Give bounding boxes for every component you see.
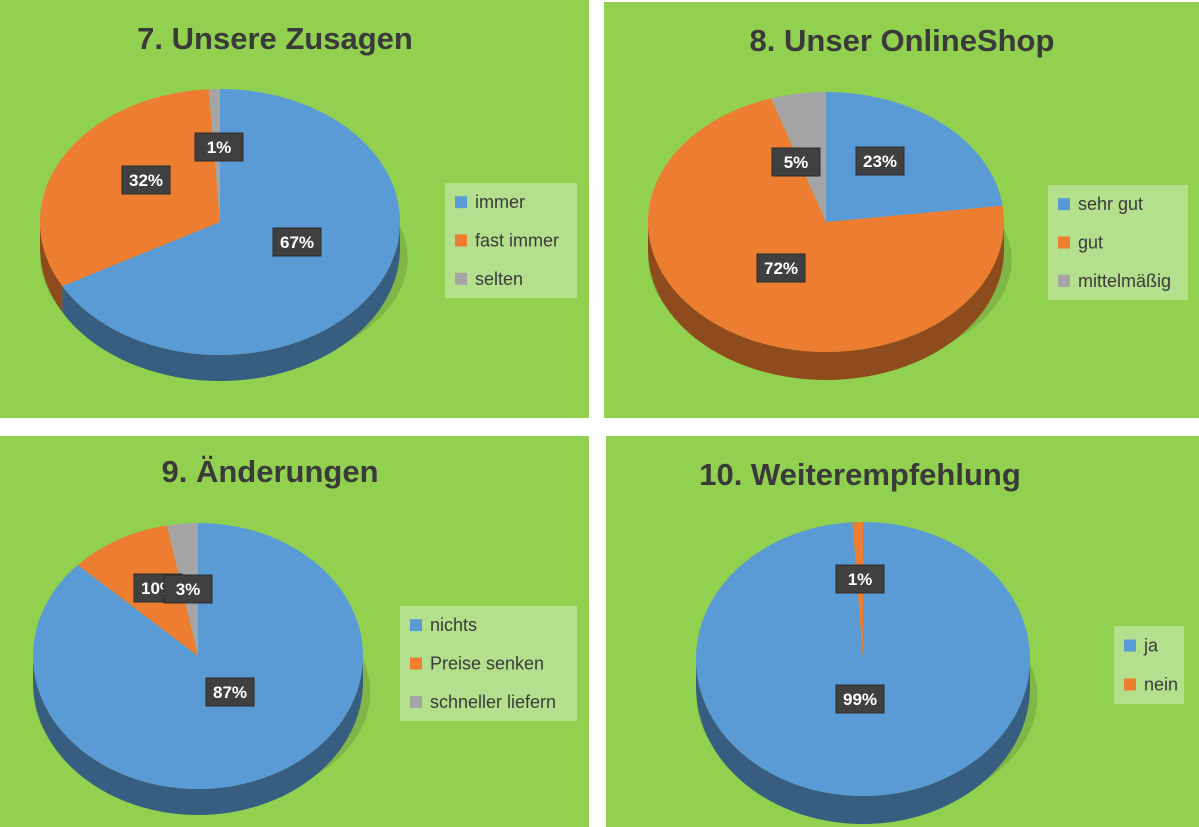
data-label-box-fast-immer	[121, 165, 171, 195]
legend	[1114, 626, 1184, 704]
data-label-box-ja	[835, 684, 885, 714]
data-label-fast-immer: 32%	[129, 171, 163, 190]
data-label-box-nein	[835, 564, 885, 594]
legend-item-gut: gut	[1078, 233, 1103, 253]
pie-slice-immer	[62, 89, 401, 356]
data-label-sehr-gut: 23%	[863, 152, 897, 171]
legend-swatch-nein	[1124, 678, 1136, 691]
legend-swatch-nichts	[410, 619, 422, 632]
chart-panel-onlineshop: 8. Unser OnlineShop 23% 72% 5% sehr gut gut mi…	[604, 2, 1199, 418]
data-label-box-immer	[272, 227, 322, 257]
pie-side-ja	[696, 659, 1030, 824]
data-label-selten: 1%	[207, 138, 232, 157]
legend	[400, 606, 577, 721]
legend-swatch-immer	[455, 196, 467, 209]
legend-swatch-fast-immer	[455, 234, 467, 247]
data-label-gut: 72%	[764, 259, 798, 278]
legend-item-nein: nein	[1144, 675, 1178, 695]
data-label-box-schneller-liefern	[163, 574, 213, 604]
pie-slice-nichts	[32, 523, 363, 789]
data-label-nein: 1%	[848, 570, 873, 589]
data-label-schneller-liefern: 3%	[176, 580, 201, 599]
legend-item-selten: selten	[475, 269, 523, 289]
pie-chart-weiterempfehlung: 10. Weiterempfehlung 99% 1% ja nein	[696, 457, 1184, 824]
legend-swatch-selten	[455, 272, 467, 285]
legend-swatch-mittelmaessig	[1058, 274, 1070, 287]
data-label-box-mittelmaessig	[771, 147, 821, 177]
legend-swatch-preise-senken	[410, 657, 422, 670]
pie-side-gut	[648, 222, 1004, 380]
legend-item-ja: ja	[1143, 636, 1159, 656]
pie-side-nichts	[33, 656, 363, 815]
legend-item-immer: immer	[475, 192, 525, 212]
chart-title: 10. Weiterempfehlung	[699, 457, 1021, 492]
legend-item-mittelmaessig: mittelmäßig	[1078, 271, 1171, 291]
legend-swatch-schneller-liefern	[410, 695, 422, 708]
data-label-box-nichts	[205, 677, 255, 707]
pie-slice-gut	[648, 98, 1004, 352]
pie-side-immer	[62, 222, 401, 382]
data-label-immer: 67%	[280, 233, 314, 252]
legend-item-nichts: nichts	[430, 615, 477, 635]
data-label-box-sehr-gut	[855, 146, 905, 176]
pie-side-fast-immer	[40, 222, 63, 313]
legend-swatch-ja	[1124, 639, 1136, 652]
data-label-ja: 99%	[843, 690, 877, 709]
chart-panel-weiterempfehlung: 10. Weiterempfehlung 99% 1% ja nein	[606, 436, 1199, 827]
chart-title: 7. Unsere Zusagen	[137, 21, 413, 56]
chart-panel-aenderungen: 9. Änderungen 87% 10% 3% nichts Preise senken…	[0, 436, 589, 827]
chart-title: 9. Änderungen	[161, 454, 378, 489]
data-label-nichts: 87%	[213, 683, 247, 702]
data-label-box-gut	[756, 253, 806, 283]
data-label-mittelmaessig: 5%	[784, 153, 809, 172]
legend-swatch-sehr-gut	[1058, 198, 1070, 211]
legend-item-fast-immer: fast immer	[475, 231, 559, 251]
legend-item-preise-senken: Preise senken	[430, 654, 544, 674]
legend	[1048, 185, 1188, 300]
legend-item-sehr-gut: sehr gut	[1078, 194, 1143, 214]
pie-chart-zusagen: 7. Unsere Zusagen 67% 32% 1% immer fast immer…	[40, 21, 577, 382]
data-label-box-selten	[194, 132, 244, 162]
pie-chart-onlineshop: 8. Unser OnlineShop 23% 72% 5% sehr gut gut mi…	[648, 23, 1188, 380]
pie-slice-sehr-gut	[826, 92, 1003, 222]
legend-swatch-gut	[1058, 236, 1070, 249]
chart-title: 8. Unser OnlineShop	[750, 23, 1055, 58]
chart-panel-zusagen: 7. Unsere Zusagen 67% 32% 1% immer fast immer…	[0, 0, 589, 418]
legend-item-schneller-liefern: schneller liefern	[430, 692, 556, 712]
